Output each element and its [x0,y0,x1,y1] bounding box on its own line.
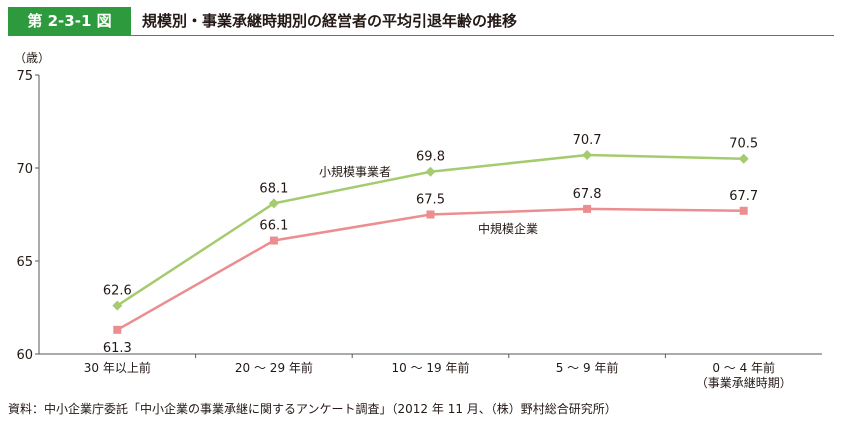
data-point-diamond [738,153,749,164]
figure-number-badge: 第 2-3-1 図 [8,7,131,35]
data-label: 69.8 [416,150,445,165]
series-name-label: 小規模事業者 [319,164,391,179]
figure-header: 第 2-3-1 図 規模別・事業承継時期別の経営者の平均引退年齢の推移 [8,7,834,36]
data-point-square [739,206,748,215]
series-line-medium-enterprise [116,207,744,331]
figure-title: 規模別・事業承継時期別の経営者の平均引退年齢の推移 [142,12,518,30]
series-name-label: 中規模企業 [478,221,538,236]
source-note: 資料：中小企業庁委託「中小企業の事業承継に関するアンケート調査」（2012 年 … [8,402,617,416]
data-point-square [269,236,278,245]
data-point-square [583,204,592,213]
data-label: 67.5 [416,193,445,208]
x-tick-label: 10 ～ 19 年前 [392,360,470,375]
data-point-diamond [582,149,593,160]
y-tick-label: 75 [16,69,33,84]
y-tick-label: 60 [16,348,33,363]
data-point-diamond [268,198,279,209]
x-tick-label: 20 ～ 29 年前 [235,360,313,375]
data-label: 70.7 [573,133,602,148]
data-label: 67.8 [573,187,602,202]
data-label: 62.6 [103,284,132,299]
x-tick-label: 0 ～ 4 年前 [712,360,775,375]
data-point-diamond [112,300,123,311]
y-tick-label: 70 [16,162,33,177]
x-axis-note: （事業承継時期） [696,375,792,390]
data-label: 68.1 [259,181,288,196]
y-axis-unit-label: （歳） [14,51,50,65]
header-rule [8,35,834,36]
x-tick-label: 30 年以上前 [84,360,151,375]
data-label: 67.7 [729,189,758,204]
data-label: 61.3 [103,341,132,356]
data-point-square [113,325,122,334]
data-point-diamond [425,166,436,177]
data-label: 70.5 [729,137,758,152]
y-tick-label: 65 [16,255,33,270]
data-label: 66.1 [259,219,288,234]
data-point-square [426,210,435,219]
series-line-small-business [116,153,744,307]
x-tick-label: 5 ～ 9 年前 [556,360,619,375]
